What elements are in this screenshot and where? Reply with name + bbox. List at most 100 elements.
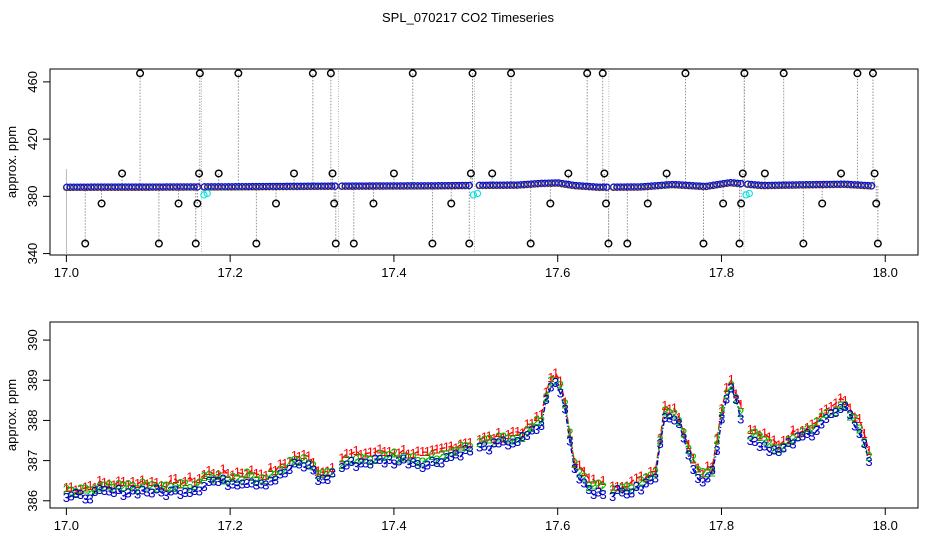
series-1-mark: 1 — [452, 440, 459, 455]
series-1-mark: 1 — [699, 466, 706, 481]
series-2-mark: 2 — [647, 468, 654, 483]
series-3-mark: 3 — [861, 436, 868, 451]
series-2-mark: 2 — [158, 479, 165, 494]
series-2-mark: 2 — [590, 478, 597, 493]
x-tick-label: 17.2 — [217, 518, 242, 533]
series-1-mark: 1 — [542, 385, 549, 400]
series-1-line — [479, 372, 604, 486]
series-2-mark: 2 — [452, 444, 459, 459]
calibration-point — [174, 199, 183, 208]
top-plot-frame — [49, 68, 919, 256]
series-3-mark: 3 — [343, 457, 350, 472]
series-3-mark: 3 — [87, 491, 94, 506]
series-1-mark: 1 — [547, 370, 554, 385]
series-1-mark: 1 — [846, 401, 853, 416]
series-2-mark: 2 — [637, 473, 644, 488]
series-3-mark: 3 — [305, 457, 312, 472]
series-1-mark: 1 — [804, 420, 811, 435]
series-3-mark: 3 — [685, 448, 692, 463]
series-3-mark: 3 — [652, 471, 659, 486]
series-2-mark: 2 — [276, 462, 283, 477]
series-1-mark: 1 — [485, 428, 492, 443]
top-data-marks — [62, 69, 882, 248]
calibration-point — [465, 239, 474, 248]
series-2-mark: 2 — [775, 441, 782, 456]
series-3-mark: 3 — [661, 410, 668, 425]
calibration-point — [699, 239, 708, 248]
series-1-mark: 1 — [476, 432, 483, 447]
calibration-point — [600, 169, 609, 178]
series-3-mark: 3 — [490, 436, 497, 451]
series-2-mark: 2 — [362, 451, 369, 466]
calibration-point — [136, 69, 145, 78]
y-tick-label: 389 — [25, 369, 40, 391]
series-2-mark: 2 — [804, 422, 811, 437]
series-1-mark: 1 — [500, 431, 507, 446]
series-3-mark: 3 — [186, 485, 193, 500]
series-2-mark: 2 — [547, 374, 554, 389]
series-3-mark: 3 — [751, 434, 758, 449]
series-3-line — [66, 462, 333, 500]
series-1-mark: 1 — [148, 474, 155, 489]
series-1-mark: 1 — [580, 464, 587, 479]
series-3-mark: 3 — [462, 442, 469, 457]
series-1-mark: 1 — [191, 474, 198, 489]
series-3-mark: 3 — [561, 402, 568, 417]
series-3-mark: 3 — [447, 449, 454, 464]
series-2-mark: 2 — [167, 480, 174, 495]
series-2-mark: 2 — [115, 477, 122, 492]
series-2-mark: 2 — [177, 476, 184, 491]
series-1-mark: 1 — [514, 424, 521, 439]
y-tick-label: 388 — [25, 410, 40, 432]
series-1-mark: 1 — [599, 473, 606, 488]
bottom-y-axis-title: approx. ppm — [4, 379, 19, 451]
series-1-mark: 1 — [305, 448, 312, 463]
series-2-line — [749, 405, 870, 458]
series-3-mark: 3 — [357, 455, 364, 470]
calibration-point — [564, 169, 573, 178]
series-3-mark: 3 — [139, 483, 146, 498]
series-3-mark: 3 — [352, 459, 359, 474]
x-tick-label: 18.0 — [873, 518, 898, 533]
series-2-mark: 2 — [504, 431, 511, 446]
series-3-mark: 3 — [618, 485, 625, 500]
series-2-mark: 2 — [685, 442, 692, 457]
series-3-mark: 3 — [224, 478, 231, 493]
top-x-axis: 17.0 17.2 17.4 17.6 17.8 18.0 — [54, 255, 898, 280]
series-2-mark: 2 — [490, 435, 497, 450]
series-2-mark: 2 — [723, 386, 730, 401]
calibration-point — [369, 199, 378, 208]
series-1-mark: 1 — [300, 447, 307, 462]
series-1-mark: 1 — [718, 401, 725, 416]
calibration-point — [604, 239, 613, 248]
series-2-mark: 2 — [125, 477, 132, 492]
series-1-mark: 1 — [585, 471, 592, 486]
series-3-mark: 3 — [590, 487, 597, 502]
series-2-mark: 2 — [756, 429, 763, 444]
series-3-mark: 3 — [428, 454, 435, 469]
series-3-mark: 3 — [286, 462, 293, 477]
series-3-mark: 3 — [466, 443, 473, 458]
series-1-mark: 1 — [443, 440, 450, 455]
series-3-mark: 3 — [295, 457, 302, 472]
series-3-line — [341, 448, 471, 469]
bottom-series-lines — [66, 372, 870, 500]
x-tick-label: 17.8 — [709, 265, 734, 280]
channel-3-point — [599, 183, 608, 191]
series-1-mark: 1 — [462, 435, 469, 450]
series-2-mark: 2 — [162, 478, 169, 493]
series-2-mark: 2 — [381, 449, 388, 464]
series-3-mark: 3 — [115, 482, 122, 497]
series-3-mark: 3 — [827, 406, 834, 421]
y-tick-label: 420 — [25, 128, 40, 150]
series-3-mark: 3 — [101, 483, 108, 498]
series-1-mark: 1 — [538, 407, 545, 422]
series-3-mark: 3 — [395, 454, 402, 469]
series-2-mark: 2 — [319, 466, 326, 481]
series-2-mark: 2 — [286, 454, 293, 469]
series-1-mark: 1 — [694, 460, 701, 475]
series-3-mark: 3 — [718, 411, 725, 426]
series-3-mark: 3 — [238, 477, 245, 492]
series-2-mark: 2 — [272, 468, 279, 483]
